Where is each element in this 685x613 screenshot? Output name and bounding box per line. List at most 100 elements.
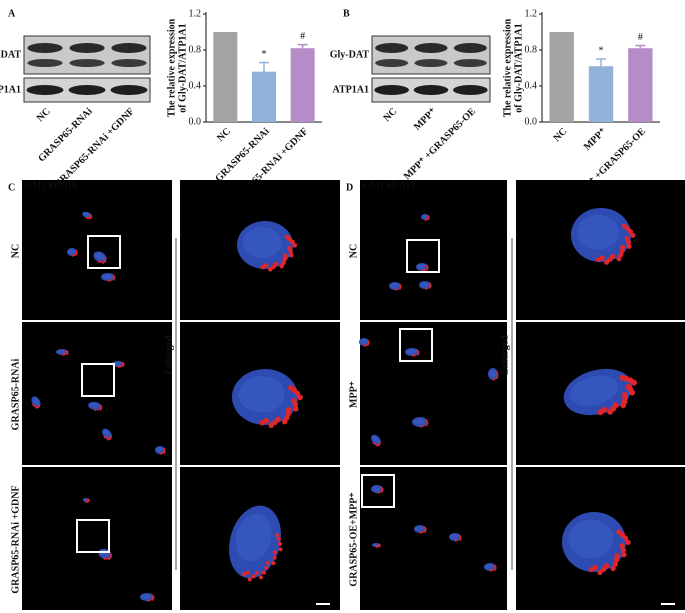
cell (155, 446, 166, 455)
golgi (108, 438, 111, 441)
cell (232, 369, 303, 429)
golgi (610, 565, 616, 572)
golgi (61, 353, 64, 356)
nucleus-core (235, 514, 272, 562)
cell (562, 512, 631, 576)
golgi (272, 555, 277, 560)
bar (549, 32, 574, 122)
golgi (419, 531, 422, 534)
golgi (381, 487, 384, 490)
golgi (597, 569, 603, 576)
golgi (374, 442, 377, 445)
golgi (87, 216, 90, 219)
golgi (624, 236, 630, 242)
band (27, 59, 63, 67)
x-tick-label: NC (215, 126, 233, 144)
y-tick-label: 0.8 (189, 44, 202, 55)
golgi (378, 491, 381, 494)
nucleus-core (68, 249, 75, 255)
band (413, 85, 449, 95)
golgi (65, 353, 68, 356)
nucleus-core (415, 526, 424, 532)
cell (488, 368, 499, 381)
golgi (163, 448, 166, 451)
y-axis-label: of Gly-DAT/ATP1A1 (513, 23, 524, 112)
nucleus-core (238, 376, 285, 413)
cell (237, 221, 298, 272)
stain-label: GM130 (363, 180, 394, 191)
golgi (426, 420, 429, 423)
nucleus-core (103, 429, 111, 437)
golgi (363, 344, 366, 347)
significance-mark: # (300, 31, 305, 42)
golgi (110, 555, 113, 558)
y-tick-label: 0.0 (525, 116, 538, 127)
golgi (32, 403, 35, 406)
y-axis-label: The relative expression (502, 18, 513, 117)
micrograph (360, 322, 507, 465)
golgi (458, 538, 461, 541)
golgi (33, 404, 36, 407)
golgi (619, 248, 625, 254)
cell (67, 248, 78, 257)
golgi (399, 284, 402, 287)
row-label: NC (10, 244, 21, 258)
golgi (607, 408, 614, 415)
nucleus-core (89, 402, 100, 409)
golgi (264, 565, 269, 570)
golgi (494, 565, 497, 568)
golgi (492, 378, 495, 381)
row-label: MPP⁺ (348, 381, 359, 408)
golgi (265, 560, 271, 565)
golgi (423, 530, 426, 533)
band (69, 43, 105, 53)
golgi (612, 561, 618, 567)
golgi (104, 257, 107, 260)
golgi (376, 444, 379, 447)
golgi (496, 374, 499, 377)
golgi (365, 344, 368, 347)
cell (449, 533, 462, 542)
golgi (271, 264, 276, 270)
golgi (426, 287, 429, 290)
nucleus-core (83, 498, 88, 502)
golgi (294, 390, 301, 397)
golgi (631, 379, 637, 386)
roi-box (76, 519, 110, 553)
enlarged-label: Enlarged (499, 335, 510, 375)
cell (93, 251, 107, 264)
golgi (263, 263, 269, 268)
golgi (75, 253, 78, 256)
golgi (85, 216, 88, 219)
golgi (494, 377, 497, 380)
golgi (119, 365, 122, 368)
roi-box (87, 235, 121, 269)
golgi (496, 377, 499, 380)
golgi (417, 352, 420, 355)
y-tick-label: 0.0 (189, 116, 202, 127)
golgi (625, 539, 631, 546)
golgi (614, 552, 620, 559)
cell (102, 428, 113, 441)
cell (419, 281, 432, 290)
golgi (597, 409, 604, 416)
row-label: GRASP65-OE+MPP⁺ (348, 492, 359, 586)
y-tick-label: 0.4 (525, 80, 538, 91)
golgi (367, 340, 370, 343)
golgi (99, 408, 102, 411)
golgi (599, 255, 605, 261)
golgi (281, 418, 288, 425)
golgi (619, 532, 626, 538)
cell (372, 543, 381, 548)
band (68, 85, 106, 95)
golgi (626, 243, 632, 249)
golgi (604, 259, 610, 265)
x-tick-label: NC (551, 126, 569, 144)
nucleus-core (420, 282, 429, 288)
golgi (94, 408, 97, 411)
golgi (424, 287, 427, 290)
golgi (626, 239, 632, 245)
golgi (495, 371, 498, 374)
nucleus-core (489, 369, 496, 378)
nucleus-core (360, 339, 367, 345)
